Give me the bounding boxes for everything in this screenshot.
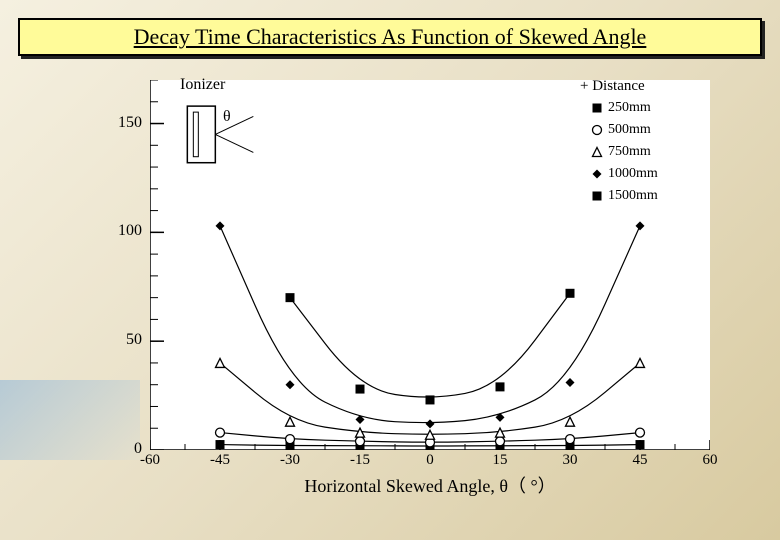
page-title: Decay Time Characteristics As Function o… — [20, 20, 760, 54]
legend-label: 1000mm — [608, 166, 658, 181]
legend-label: 250mm — [608, 100, 651, 115]
y-tick-label: 50 — [102, 331, 142, 349]
x-tick-label: -15 — [340, 452, 380, 469]
x-tick-label: -60 — [130, 452, 170, 469]
x-tick-label: 45 — [620, 452, 660, 469]
x-tick-label: 60 — [690, 452, 730, 469]
legend-label: 1500mm — [608, 188, 658, 203]
y-tick-label: 100 — [102, 222, 142, 240]
legend-label: 750mm — [608, 144, 651, 159]
x-axis-label: Horizontal Skewed Angle, θ（ °） — [150, 472, 710, 498]
x-tick-label: 0 — [410, 452, 450, 469]
chart-area: Decay Time ( t , sec ) Horizontal Skewed… — [50, 70, 730, 500]
legend-item: 500mm — [590, 122, 651, 138]
legend-item: 250mm — [590, 100, 651, 116]
x-tick-label: 15 — [480, 452, 520, 469]
y-tick-label: 150 — [102, 114, 142, 132]
x-tick-label: -45 — [200, 452, 240, 469]
legend-title: + Distance — [580, 78, 645, 95]
legend-label: 500mm — [608, 122, 651, 137]
legend-item: 1000mm — [590, 166, 658, 182]
ionizer-label: Ionizer — [180, 76, 225, 94]
legend-item: 750mm — [590, 144, 651, 160]
title-banner: Decay Time Characteristics As Function o… — [18, 18, 762, 56]
theta-label: θ — [223, 108, 231, 126]
x-tick-label: -30 — [270, 452, 310, 469]
x-tick-label: 30 — [550, 452, 590, 469]
legend-item: 1500mm — [590, 188, 658, 204]
